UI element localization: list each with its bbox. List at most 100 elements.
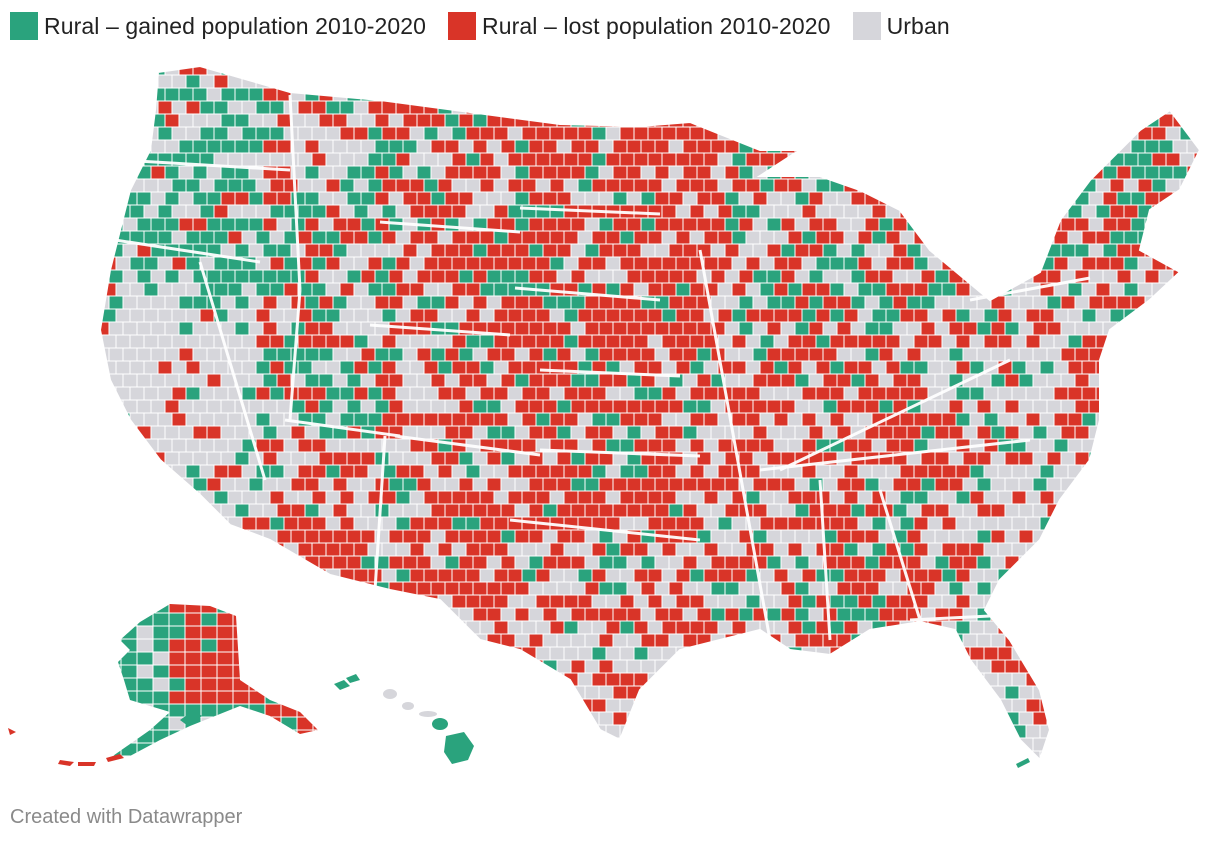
- lower48-county-tile: [850, 66, 866, 76]
- lower48-county-tile: [444, 659, 460, 674]
- lower48-county-tile: [997, 490, 1013, 505]
- lower48-county-tile: [745, 360, 761, 375]
- lower48-county-tile: [731, 334, 747, 349]
- lower48-county-tile: [780, 685, 796, 700]
- lower48-county-tile: [661, 568, 677, 583]
- lower48-county-tile: [654, 425, 670, 440]
- lower48-county-tile: [402, 503, 418, 518]
- lower48-county-tile: [675, 594, 691, 609]
- lower48-county-tile: [1201, 764, 1215, 776]
- lower48-county-tile: [1137, 178, 1153, 193]
- lower48-county-tile: [318, 269, 334, 284]
- lower48-county-tile: [563, 568, 579, 583]
- lower48-county-tile: [997, 386, 1013, 401]
- lower48-county-tile: [108, 87, 124, 102]
- lower48-county-tile: [157, 204, 173, 219]
- lower48-county-tile: [969, 464, 985, 479]
- lower48-county-tile: [1144, 685, 1160, 700]
- lower48-county-tile: [100, 282, 103, 297]
- lower48-county-tile: [360, 191, 376, 206]
- lower48-county-tile: [892, 295, 908, 310]
- lower48-county-tile: [1053, 360, 1069, 375]
- lower48-county-tile: [801, 178, 817, 193]
- lower48-county-tile: [752, 685, 768, 700]
- lower48-county-tile: [416, 477, 432, 492]
- lower48-county-tile: [1004, 373, 1020, 388]
- lower48-county-tile: [983, 74, 999, 89]
- lower48-county-tile: [1067, 724, 1083, 739]
- lower48-county-tile: [871, 698, 887, 713]
- lower48-county-tile: [346, 477, 362, 492]
- lower48-county-tile: [1179, 438, 1195, 453]
- lower48-county-tile: [801, 490, 817, 505]
- lower48-county-tile: [535, 178, 551, 193]
- lower48-county-tile: [808, 659, 824, 674]
- lower48-county-tile: [486, 607, 502, 622]
- lower48-county-tile: [150, 477, 166, 492]
- lower48-county-tile: [878, 139, 894, 154]
- lower48-county-tile: [101, 672, 117, 687]
- lower48-county-tile: [276, 425, 292, 440]
- lower48-county-tile: [927, 360, 943, 375]
- lower48-county-tile: [1025, 360, 1041, 375]
- lower48-county-tile: [465, 178, 481, 193]
- lower48-county-tile: [297, 516, 313, 531]
- lower48-county-tile: [591, 594, 607, 609]
- lower48-county-tile: [724, 555, 740, 570]
- lower48-county-tile: [1018, 685, 1034, 700]
- lower48-county-tile: [325, 74, 341, 89]
- lower48-county-tile: [220, 581, 236, 596]
- lower48-county-tile: [346, 659, 362, 674]
- lower48-county-tile: [1025, 256, 1041, 271]
- lower48-county-tile: [1165, 74, 1181, 89]
- lower48-county-tile: [941, 594, 957, 609]
- lower48-county-tile: [577, 542, 593, 557]
- lower48-county-tile: [521, 412, 537, 427]
- lower48-county-tile: [780, 737, 796, 752]
- lower48-county-tile: [731, 568, 747, 583]
- lower48-county-tile: [297, 100, 313, 115]
- lower48-county-tile: [1004, 451, 1020, 466]
- lower48-county-tile: [878, 373, 894, 388]
- lower48-county-tile: [521, 74, 537, 89]
- lower48-county-tile: [710, 503, 726, 518]
- lower48-county-tile: [717, 204, 733, 219]
- lower48-county-tile: [1039, 672, 1055, 687]
- lower48-county-tile: [542, 451, 558, 466]
- lower48-county-tile: [948, 191, 964, 206]
- lower48-county-tile: [549, 646, 565, 661]
- lower48-county-tile: [962, 87, 978, 102]
- lower48-county-tile: [514, 295, 530, 310]
- lower48-county-tile: [759, 178, 775, 193]
- lower48-county-tile: [1130, 685, 1146, 700]
- lower48-county-tile: [801, 334, 817, 349]
- lower48-county-tile: [717, 698, 733, 713]
- alaska-county-tile: [264, 716, 282, 731]
- lower48-county-tile: [661, 360, 677, 375]
- lower48-county-tile: [892, 66, 908, 76]
- lower48-county-tile: [829, 672, 845, 687]
- lower48-county-tile: [122, 139, 138, 154]
- lower48-county-tile: [1053, 178, 1069, 193]
- lower48-county-tile: [598, 269, 614, 284]
- lower48-county-tile: [1046, 737, 1062, 752]
- lower48-county-tile: [1165, 516, 1181, 531]
- lower48-county-tile: [920, 477, 936, 492]
- lower48-county-tile: [675, 490, 691, 505]
- lower48-county-tile: [528, 477, 544, 492]
- lower48-county-tile: [269, 620, 285, 635]
- lower48-county-tile: [1193, 542, 1200, 557]
- lower48-county-tile: [647, 204, 663, 219]
- lower48-county-tile: [647, 308, 663, 323]
- lower48-county-tile: [899, 152, 915, 167]
- lower48-county-tile: [1095, 516, 1111, 531]
- lower48-county-tile: [192, 425, 208, 440]
- lower48-county-tile: [654, 66, 670, 76]
- lower48-county-tile: [913, 698, 929, 713]
- lower48-county-tile: [458, 685, 474, 700]
- alaska-county-tile: [184, 604, 202, 614]
- lower48-county-tile: [318, 685, 334, 700]
- lower48-county-tile: [1151, 412, 1167, 427]
- lower48-county-tile: [1025, 386, 1041, 401]
- lower48-county-tile: [479, 568, 495, 583]
